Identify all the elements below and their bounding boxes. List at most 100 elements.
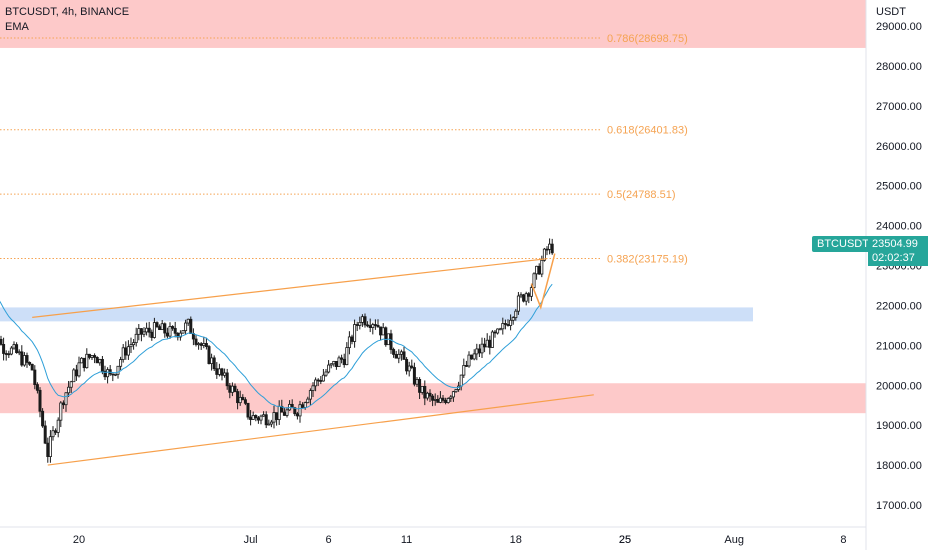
candle-body <box>529 287 533 297</box>
candle-body <box>126 346 130 356</box>
candle-body <box>90 355 94 358</box>
candle-body <box>129 344 133 348</box>
candle-body <box>217 368 221 375</box>
candle-body <box>459 374 463 387</box>
lower-trendline <box>47 394 594 466</box>
candle-body <box>67 386 71 394</box>
fib-level-label: 0.618(26401.83) <box>607 125 688 137</box>
candle-body <box>381 327 385 336</box>
candle-body <box>280 405 284 413</box>
candle-body <box>22 355 26 366</box>
candle-body <box>407 365 411 372</box>
candle-body <box>475 348 479 355</box>
upper-trendline <box>32 258 548 318</box>
candle-body <box>353 324 357 342</box>
candle-body <box>410 365 414 368</box>
candle-body <box>85 353 89 369</box>
candle-body <box>405 359 409 372</box>
candle-body <box>69 381 73 388</box>
candle-body <box>470 354 474 360</box>
candle-body <box>423 386 427 399</box>
candle-body <box>428 392 432 397</box>
bar-countdown: 02:02:37 <box>872 252 915 264</box>
candle-body <box>483 343 487 348</box>
candle-body <box>415 379 419 385</box>
candle-body <box>64 392 68 406</box>
candle-body <box>238 396 242 404</box>
candle-body <box>371 324 375 328</box>
candle-body <box>155 322 159 328</box>
candle-body <box>256 417 260 421</box>
candle-body <box>77 362 81 377</box>
candle-body <box>509 319 513 326</box>
candle-body <box>9 347 13 355</box>
candle-body <box>56 419 60 433</box>
candle-body <box>15 344 19 354</box>
candle-body <box>490 331 494 348</box>
candle-body <box>119 359 123 367</box>
candle-body <box>514 310 518 319</box>
candle-body <box>12 344 16 349</box>
candle-body <box>59 402 63 421</box>
candle-body <box>498 328 502 331</box>
candle-body <box>189 318 193 334</box>
candle-body <box>399 351 403 355</box>
candle-body <box>477 348 481 354</box>
candle-body <box>7 353 11 356</box>
candle-body <box>134 333 138 344</box>
candle-body <box>332 360 336 365</box>
candle-body <box>272 412 276 423</box>
candle-body <box>168 326 172 337</box>
candle-body <box>186 318 190 324</box>
candle-body <box>215 368 219 375</box>
candle-body <box>132 342 136 346</box>
candle-body <box>152 322 156 338</box>
candle-body <box>111 373 115 376</box>
candle-body <box>368 325 372 328</box>
candle-body <box>223 372 227 376</box>
candle-body <box>210 357 214 364</box>
candle-body <box>506 324 510 326</box>
price-tick-label: 19000.00 <box>876 420 922 432</box>
candle-body <box>345 347 349 366</box>
candle-body <box>150 331 154 338</box>
candle-body <box>33 369 37 385</box>
candle-body <box>433 399 437 401</box>
candle-body <box>98 359 102 364</box>
candle-body <box>54 430 58 433</box>
candle-body <box>298 404 302 417</box>
time-tick-label: 25 <box>619 534 631 546</box>
candle-body <box>35 384 39 391</box>
candle-body <box>51 430 55 438</box>
candle-body <box>488 339 492 348</box>
candle-body <box>241 396 245 401</box>
candle-body <box>0 338 3 345</box>
candle-body <box>2 344 6 354</box>
candle-body <box>519 294 523 297</box>
candle-body <box>394 354 398 359</box>
candle-body <box>295 413 299 417</box>
candle-body <box>41 410 45 427</box>
candle-body <box>511 317 515 321</box>
fib-level-label: 0.5(24788.51) <box>607 189 676 201</box>
candle-body <box>80 357 84 364</box>
candle-body <box>301 404 305 408</box>
candle-body <box>472 353 476 360</box>
candle-body <box>418 379 422 393</box>
candle-body <box>524 293 528 302</box>
candle-body <box>431 395 435 401</box>
candle-body <box>46 442 50 457</box>
candle-body <box>173 327 177 334</box>
candle-body <box>225 372 229 387</box>
candle-body <box>262 414 266 417</box>
candle-body <box>376 324 380 328</box>
candle-body <box>145 327 149 333</box>
candle-body <box>72 369 76 383</box>
candle-body <box>464 365 468 367</box>
candle-body <box>467 354 471 367</box>
price-unit: USDT <box>876 6 906 18</box>
candle-body <box>165 332 169 337</box>
candle-body <box>319 380 323 382</box>
